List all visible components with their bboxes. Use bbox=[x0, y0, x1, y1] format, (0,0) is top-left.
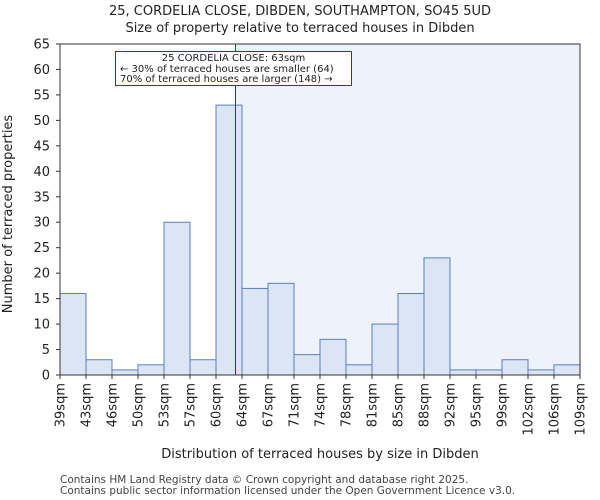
bar bbox=[501, 359, 529, 376]
x-tick-label: 109sqm bbox=[574, 383, 589, 436]
footer-copyright: Contains HM Land Registry data © Crown c… bbox=[60, 474, 469, 486]
bar bbox=[163, 221, 191, 376]
y-tick-label: 65 bbox=[33, 38, 50, 53]
y-tick-label: 55 bbox=[33, 88, 50, 103]
x-tick-label: 67sqm bbox=[262, 383, 277, 427]
x-tick-label: 39sqm bbox=[54, 383, 69, 427]
y-tick-label: 0 bbox=[42, 369, 50, 384]
y-tick-label: 50 bbox=[33, 114, 50, 129]
y-tick-label: 45 bbox=[33, 139, 50, 154]
chart-title-line1: 25, CORDELIA CLOSE, DIBDEN, SOUTHAMPTON,… bbox=[108, 4, 492, 19]
annotation-box: 25 CORDELIA CLOSE: 63sqm ← 30% of terrac… bbox=[115, 51, 352, 86]
bar bbox=[449, 369, 477, 376]
y-tick-label: 15 bbox=[33, 292, 50, 307]
bar bbox=[215, 104, 243, 376]
bar bbox=[527, 369, 555, 376]
x-tick-label: 85sqm bbox=[392, 383, 407, 427]
bar bbox=[345, 364, 373, 376]
x-tick-label: 99sqm bbox=[496, 383, 511, 427]
y-tick-label: 40 bbox=[33, 165, 50, 180]
bar bbox=[319, 338, 347, 376]
chart-title: Size of property relative to terraced ho… bbox=[125, 21, 475, 36]
x-tick-label: 64sqm bbox=[236, 383, 251, 427]
bar bbox=[397, 293, 425, 376]
annotation-larger: 70% of terraced houses are larger (148) … bbox=[120, 74, 333, 85]
bar bbox=[111, 369, 139, 376]
y-axis-label: Number of terraced properties bbox=[1, 115, 16, 314]
bar bbox=[423, 257, 451, 376]
bar bbox=[241, 287, 269, 376]
y-tick-label: 30 bbox=[33, 216, 50, 231]
bar bbox=[85, 359, 113, 376]
y-tick-label: 5 bbox=[42, 343, 50, 358]
y-tick-label: 35 bbox=[33, 190, 50, 205]
x-tick-label: 50sqm bbox=[132, 383, 147, 427]
y-tick-label: 25 bbox=[33, 241, 50, 256]
bar bbox=[371, 323, 399, 376]
x-tick-label: 43sqm bbox=[80, 383, 95, 427]
bar bbox=[475, 369, 503, 376]
x-tick-label: 60sqm bbox=[210, 383, 225, 427]
bar bbox=[189, 359, 217, 376]
x-tick-label: 92sqm bbox=[444, 383, 459, 427]
annotation-title: 25 CORDELIA CLOSE: 63sqm bbox=[161, 53, 306, 64]
x-tick-label: 102sqm bbox=[522, 383, 537, 436]
x-tick-label: 57sqm bbox=[184, 383, 199, 427]
annotation-smaller: ← 30% of terraced houses are smaller (64… bbox=[120, 63, 334, 75]
y-tick-label: 60 bbox=[33, 63, 50, 78]
x-tick-label: 71sqm bbox=[288, 383, 303, 427]
x-tick-label: 78sqm bbox=[340, 383, 355, 427]
bar bbox=[137, 364, 165, 376]
y-tick-label: 10 bbox=[33, 318, 50, 333]
x-axis-label: Distribution of terraced houses by size … bbox=[161, 447, 479, 462]
bar bbox=[293, 354, 321, 376]
x-tick-label: 81sqm bbox=[366, 383, 381, 427]
footer-licence: Contains public sector information licen… bbox=[60, 485, 516, 497]
x-tick-label: 74sqm bbox=[314, 383, 329, 427]
x-tick-label: 95sqm bbox=[470, 383, 485, 427]
x-tick-label: 46sqm bbox=[106, 383, 121, 427]
bar bbox=[59, 293, 87, 376]
x-tick-label: 53sqm bbox=[158, 383, 173, 427]
x-tick-label: 106sqm bbox=[548, 383, 563, 436]
x-tick-label: 88sqm bbox=[418, 383, 433, 427]
bar bbox=[267, 282, 295, 376]
y-tick-label: 20 bbox=[33, 267, 50, 282]
bar bbox=[553, 364, 581, 376]
